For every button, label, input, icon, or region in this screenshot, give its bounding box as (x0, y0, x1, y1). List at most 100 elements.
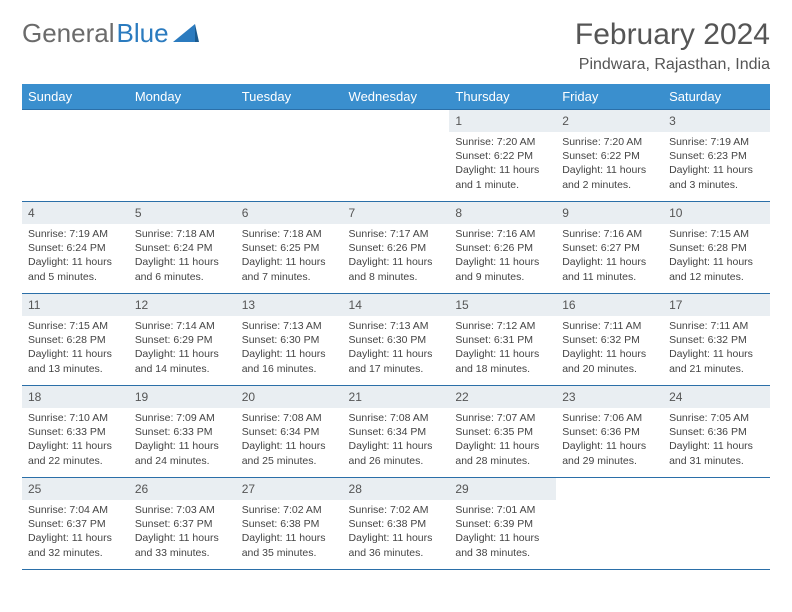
calendar-cell: 18Sunrise: 7:10 AMSunset: 6:33 PMDayligh… (22, 386, 129, 478)
day-details: Sunrise: 7:08 AMSunset: 6:34 PMDaylight:… (343, 408, 450, 471)
daylight-text: Daylight: 11 hours and 31 minutes. (669, 439, 764, 467)
sunrise-text: Sunrise: 7:10 AM (28, 411, 123, 425)
sunset-text: Sunset: 6:32 PM (669, 333, 764, 347)
calendar-week: 18Sunrise: 7:10 AMSunset: 6:33 PMDayligh… (22, 386, 770, 478)
daylight-text: Daylight: 11 hours and 33 minutes. (135, 531, 230, 559)
calendar-cell (129, 110, 236, 202)
day-number: 18 (28, 390, 41, 404)
sunset-text: Sunset: 6:22 PM (562, 149, 657, 163)
day-details: Sunrise: 7:11 AMSunset: 6:32 PMDaylight:… (556, 316, 663, 379)
daylight-text: Daylight: 11 hours and 20 minutes. (562, 347, 657, 375)
day-details: Sunrise: 7:06 AMSunset: 6:36 PMDaylight:… (556, 408, 663, 471)
sunrise-text: Sunrise: 7:08 AM (349, 411, 444, 425)
calendar-table: Sunday Monday Tuesday Wednesday Thursday… (22, 84, 770, 570)
day-number: 3 (669, 114, 676, 128)
day-number-row: 21 (343, 386, 450, 408)
day-number: 1 (455, 114, 462, 128)
weekday-sat: Saturday (663, 84, 770, 110)
sunset-text: Sunset: 6:37 PM (135, 517, 230, 531)
sunset-text: Sunset: 6:22 PM (455, 149, 550, 163)
daylight-text: Daylight: 11 hours and 17 minutes. (349, 347, 444, 375)
daylight-text: Daylight: 11 hours and 2 minutes. (562, 163, 657, 191)
calendar-cell (556, 478, 663, 570)
calendar-cell: 5Sunrise: 7:18 AMSunset: 6:24 PMDaylight… (129, 202, 236, 294)
calendar-cell: 16 Sunrise: 7:11 AMSunset: 6:32 PMDayligh… (556, 294, 663, 386)
day-number-row: 27 (236, 478, 343, 500)
calendar-cell: 19Sunrise: 7:09 AMSunset: 6:33 PMDayligh… (129, 386, 236, 478)
location: Pindwara, Rajasthan, India (575, 56, 770, 74)
daylight-text: Daylight: 11 hours and 16 minutes. (242, 347, 337, 375)
weekday-row: Sunday Monday Tuesday Wednesday Thursday… (22, 84, 770, 110)
day-number: 8 (455, 206, 462, 220)
daylight-text: Daylight: 11 hours and 25 minutes. (242, 439, 337, 467)
day-details: Sunrise: 7:15 AMSunset: 6:28 PMDaylight:… (22, 316, 129, 379)
calendar-cell: 1Sunrise: 7:20 AMSunset: 6:22 PMDaylight… (449, 110, 556, 202)
day-details: Sunrise: 7:12 AMSunset: 6:31 PMDaylight:… (449, 316, 556, 379)
sunrise-text: Sunrise: 7:05 AM (669, 411, 764, 425)
day-details: Sunrise: 7:14 AMSunset: 6:29 PMDaylight:… (129, 316, 236, 379)
day-number-row: 5 (129, 202, 236, 224)
day-number-row (236, 110, 343, 114)
calendar-cell: 27Sunrise: 7:02 AMSunset: 6:38 PMDayligh… (236, 478, 343, 570)
day-number: 20 (242, 390, 255, 404)
calendar-cell: 10Sunrise: 7:15 AMSunset: 6:28 PMDayligh… (663, 202, 770, 294)
day-details: Sunrise: 7:05 AMSunset: 6:36 PMDaylight:… (663, 408, 770, 471)
day-details: Sunrise: 7:07 AMSunset: 6:35 PMDaylight:… (449, 408, 556, 471)
day-number-row: 10 (663, 202, 770, 224)
sunrise-text: Sunrise: 7:08 AM (242, 411, 337, 425)
daylight-text: Daylight: 11 hours and 36 minutes. (349, 531, 444, 559)
day-number: 16 (562, 298, 575, 312)
day-details: Sunrise: 7:18 AMSunset: 6:24 PMDaylight:… (129, 224, 236, 287)
daylight-text: Daylight: 11 hours and 6 minutes. (135, 255, 230, 283)
calendar-cell: 22 Sunrise: 7:07 AMSunset: 6:35 PMDayligh… (449, 386, 556, 478)
calendar-cell: 29Sunrise: 7:01 AMSunset: 6:39 PMDayligh… (449, 478, 556, 570)
day-number: 27 (242, 482, 255, 496)
sunrise-text: Sunrise: 7:11 AM (669, 319, 764, 333)
day-number-row: 16 (556, 294, 663, 316)
daylight-text: Daylight: 11 hours and 24 minutes. (135, 439, 230, 467)
day-number: 26 (135, 482, 148, 496)
sunrise-text: Sunrise: 7:04 AM (28, 503, 123, 517)
day-number: 22 (455, 390, 468, 404)
day-number-row: 13 (236, 294, 343, 316)
day-number-row: 7 (343, 202, 450, 224)
sunset-text: Sunset: 6:34 PM (242, 425, 337, 439)
sunrise-text: Sunrise: 7:02 AM (349, 503, 444, 517)
day-details: Sunrise: 7:20 AMSunset: 6:22 PMDaylight:… (556, 132, 663, 195)
day-number-row: 28 (343, 478, 450, 500)
sunset-text: Sunset: 6:39 PM (455, 517, 550, 531)
calendar-cell: 21Sunrise: 7:08 AMSunset: 6:34 PMDayligh… (343, 386, 450, 478)
sunset-text: Sunset: 6:33 PM (135, 425, 230, 439)
daylight-text: Daylight: 11 hours and 11 minutes. (562, 255, 657, 283)
header: GeneralBlue February 2024 Pindwara, Raja… (22, 18, 770, 74)
day-details: Sunrise: 7:17 AMSunset: 6:26 PMDaylight:… (343, 224, 450, 287)
calendar-cell: 6Sunrise: 7:18 AMSunset: 6:25 PMDaylight… (236, 202, 343, 294)
day-number-row: 9 (556, 202, 663, 224)
daylight-text: Daylight: 11 hours and 3 minutes. (669, 163, 764, 191)
daylight-text: Daylight: 11 hours and 9 minutes. (455, 255, 550, 283)
day-details: Sunrise: 7:18 AMSunset: 6:25 PMDaylight:… (236, 224, 343, 287)
calendar-cell: 7Sunrise: 7:17 AMSunset: 6:26 PMDaylight… (343, 202, 450, 294)
day-number-row: 4 (22, 202, 129, 224)
day-number-row: 25 (22, 478, 129, 500)
daylight-text: Daylight: 11 hours and 1 minute. (455, 163, 550, 191)
sunset-text: Sunset: 6:30 PM (242, 333, 337, 347)
day-number-row: 15 (449, 294, 556, 316)
day-number: 15 (455, 298, 468, 312)
calendar-cell: 15 Sunrise: 7:12 AMSunset: 6:31 PMDayligh… (449, 294, 556, 386)
sunrise-text: Sunrise: 7:16 AM (562, 227, 657, 241)
calendar-week: 4Sunrise: 7:19 AMSunset: 6:24 PMDaylight… (22, 202, 770, 294)
sunset-text: Sunset: 6:36 PM (669, 425, 764, 439)
sunset-text: Sunset: 6:28 PM (28, 333, 123, 347)
day-details: Sunrise: 7:02 AMSunset: 6:38 PMDaylight:… (343, 500, 450, 563)
daylight-text: Daylight: 11 hours and 14 minutes. (135, 347, 230, 375)
sunset-text: Sunset: 6:24 PM (135, 241, 230, 255)
calendar-cell: 24Sunrise: 7:05 AMSunset: 6:36 PMDayligh… (663, 386, 770, 478)
daylight-text: Daylight: 11 hours and 5 minutes. (28, 255, 123, 283)
day-number-row: 29 (449, 478, 556, 500)
sunset-text: Sunset: 6:37 PM (28, 517, 123, 531)
sunset-text: Sunset: 6:28 PM (669, 241, 764, 255)
calendar-cell: 9Sunrise: 7:16 AMSunset: 6:27 PMDaylight… (556, 202, 663, 294)
calendar-cell: 14Sunrise: 7:13 AMSunset: 6:30 PMDayligh… (343, 294, 450, 386)
sunrise-text: Sunrise: 7:07 AM (455, 411, 550, 425)
